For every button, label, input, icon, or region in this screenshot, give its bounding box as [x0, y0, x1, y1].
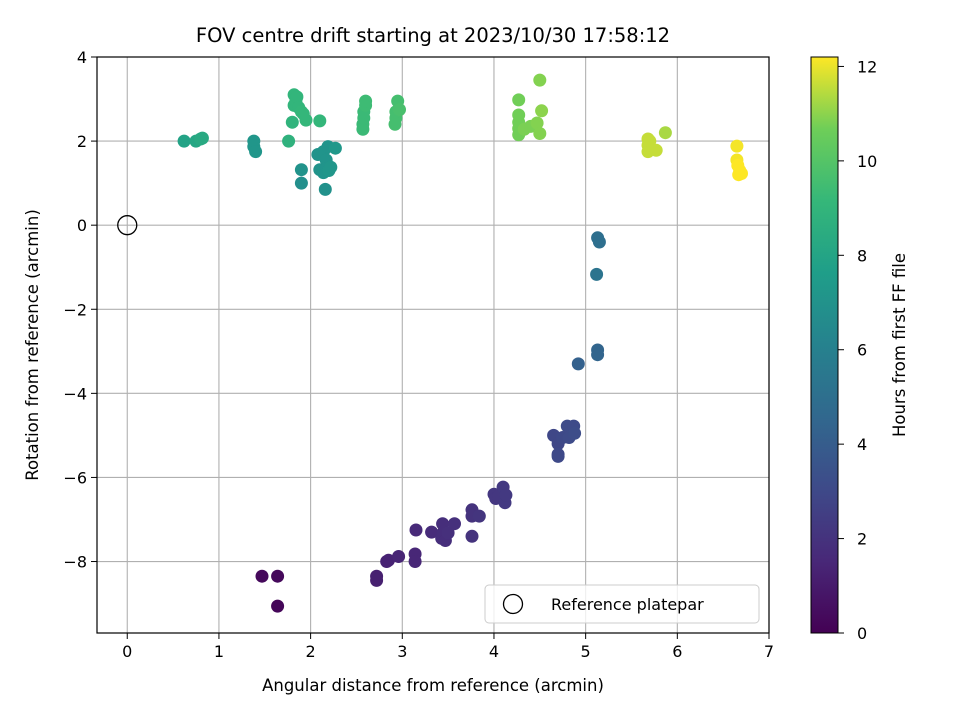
scatter-point: [591, 348, 605, 362]
chart-title: FOV centre drift starting at 2023/10/30 …: [196, 24, 670, 47]
colorbar-tick-label: 2: [857, 530, 867, 549]
scatter-point: [643, 134, 657, 148]
scatter-point: [535, 104, 549, 118]
scatter-point: [249, 145, 263, 159]
scatter-point: [294, 163, 308, 177]
plot-frame: [96, 56, 770, 634]
x-axis-label: Angular distance from reference (arcmin): [262, 676, 604, 695]
colorbar-tick-label: 6: [857, 341, 867, 360]
scatter-point: [425, 525, 439, 539]
scatter-point: [370, 573, 384, 587]
legend: Reference platepar: [484, 584, 760, 624]
x-tick-label: 2: [306, 642, 316, 661]
x-tick-label: 1: [214, 642, 224, 661]
scatter-point: [393, 103, 406, 117]
x-tick-label: 7: [764, 642, 774, 661]
scatter-point: [465, 529, 479, 543]
scatter-point: [409, 523, 423, 537]
scatter-point: [530, 116, 544, 130]
colorbar-tick-label: 0: [857, 624, 867, 643]
colorbar-tick-label: 8: [857, 246, 867, 265]
scatter-point: [649, 143, 663, 157]
x-tick-label: 6: [672, 642, 682, 661]
scatter-point: [658, 126, 672, 140]
y-tick-label: −6: [63, 468, 87, 487]
y-axis-ticks: −8 −6 −4 −2 0 2 4: [63, 48, 97, 572]
scatter-point: [533, 73, 547, 87]
scatter-point: [247, 134, 261, 148]
scatter-point: [313, 114, 327, 128]
scatter-point: [290, 90, 304, 104]
x-tick-label: 0: [122, 642, 132, 661]
scatter-point: [255, 569, 269, 583]
grid-lines: [97, 56, 770, 633]
x-tick-label: 5: [581, 642, 591, 661]
x-axis-ticks: 0 1 2 3 4 5 6 7: [122, 633, 774, 661]
y-axis-label: Rotation from reference (arcmin): [23, 209, 42, 481]
scatter-point: [512, 93, 526, 107]
scatter-point: [512, 108, 526, 122]
scatter-point: [568, 426, 582, 440]
colorbar-tick-label: 12: [857, 57, 877, 76]
colorbar-tick-label: 10: [857, 152, 877, 171]
scatter-point: [195, 131, 209, 145]
scatter-point: [408, 555, 422, 568]
scatter-point: [282, 134, 296, 148]
scatter-point: [318, 182, 332, 196]
y-tick-label: 2: [77, 132, 87, 151]
y-tick-label: −4: [63, 384, 87, 403]
scatter-point: [472, 509, 486, 523]
y-tick-label: −2: [63, 300, 87, 319]
scatter-points: [177, 73, 748, 613]
scatter-point: [328, 141, 342, 155]
legend-label-reference: Reference platepar: [551, 595, 704, 614]
scatter-point: [533, 127, 547, 140]
scatter-point: [271, 569, 285, 583]
scatter-point: [551, 449, 565, 463]
scatter-point: [271, 599, 285, 613]
colorbar: 0 2 4 6 8 10 12 Hours from first FF file: [810, 56, 909, 643]
scatter-point: [299, 113, 313, 127]
colorbar-gradient: [810, 56, 839, 634]
scatter-point: [592, 235, 606, 249]
scatter-point: [382, 553, 395, 567]
colorbar-tick-label: 4: [857, 435, 867, 454]
scatter-point: [590, 267, 604, 281]
scatter-point: [571, 357, 585, 371]
scatter-point: [392, 550, 406, 563]
x-tick-label: 3: [397, 642, 407, 661]
scatter-point: [294, 176, 308, 190]
legend-marker-reference: [502, 593, 524, 615]
scatter-point: [499, 488, 513, 502]
y-tick-label: −8: [63, 553, 87, 572]
legend-box: [484, 584, 760, 624]
scatter-point: [441, 526, 455, 540]
y-tick-label: 0: [77, 216, 87, 235]
scatter-point: [285, 115, 299, 129]
y-tick-label: 4: [77, 48, 87, 67]
x-tick-label: 4: [489, 642, 499, 661]
reference-marker-layer: [117, 215, 138, 236]
scatter-point: [735, 167, 748, 180]
colorbar-ticks: 0 2 4 6 8 10 12: [838, 57, 877, 643]
scatter-point: [324, 160, 338, 174]
scatter-point: [448, 517, 461, 531]
colorbar-label: Hours from first FF file: [890, 253, 909, 437]
scatter-point: [177, 134, 191, 148]
scatter-point: [359, 94, 373, 108]
scatter-point: [730, 139, 744, 153]
reference-platepar-marker: [117, 215, 138, 236]
